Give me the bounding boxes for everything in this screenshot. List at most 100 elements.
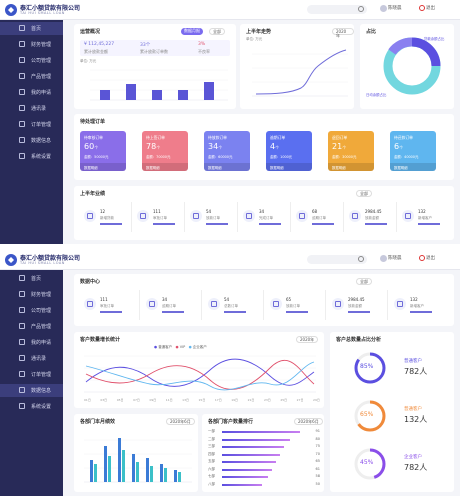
share-card: 客户总数量占比分析 85% 普通客户 782人 65% 普通客户 132人 45…	[330, 332, 454, 492]
order-card[interactable]: 逾期订单 4个 金额：1000元 数据明细	[266, 131, 312, 171]
stat-icon	[84, 298, 96, 310]
avatar[interactable]	[380, 255, 387, 262]
sidebar-item-orders[interactable]: 订单管理	[0, 118, 63, 131]
growth-line-chart	[84, 355, 316, 393]
logout-link[interactable]: 退出	[426, 6, 435, 11]
stat-item[interactable]: 34 完成订单	[239, 202, 291, 232]
rank-select[interactable]: 2020年6月	[294, 418, 323, 425]
overview-bar	[100, 90, 110, 100]
order-card[interactable]: 待上签订单 78个 金额：70000元 数据明细	[142, 131, 188, 171]
user-name[interactable]: 陈晓晨	[388, 6, 402, 11]
rank-row: 七部 58	[208, 474, 320, 478]
product-icon	[19, 323, 25, 329]
logout-icon[interactable]	[419, 5, 425, 11]
sidebar-item-home[interactable]: 首页	[0, 272, 63, 285]
trend-select[interactable]: 2020年	[332, 28, 354, 38]
ring-chart	[354, 400, 386, 432]
brand-name: 泰汇小额贷款有限公司	[20, 5, 81, 12]
sidebar-item-data[interactable]: 数据信息	[0, 134, 63, 147]
stat-icon	[270, 298, 282, 310]
sidebar-item-contacts[interactable]: 通讯录	[0, 352, 63, 365]
sidebar-item-apply[interactable]: 我的申请	[0, 336, 63, 349]
ring-percent: 65%	[360, 411, 374, 418]
orders-icon	[19, 371, 25, 377]
stat-item[interactable]: 2984.45 放款金额	[328, 290, 388, 320]
stat-icon	[146, 298, 158, 310]
growth-legend: ● 普通客户 ● VIP ● 企业客户	[154, 345, 207, 349]
order-card[interactable]: 待放款订单 34个 金额：60000元 数据明细	[204, 131, 250, 171]
stat-item[interactable]: 34 逾期订单	[142, 290, 202, 320]
kpi-orders-label: 累计放款订单数	[140, 49, 168, 54]
ring-percent: 85%	[360, 363, 374, 370]
settings-icon	[19, 153, 25, 159]
branch-bar	[150, 466, 153, 482]
order-card[interactable]: 退回订单 21个 金额：30000元 数据明细	[328, 131, 374, 171]
stat-item[interactable]: 2984.45 放款金额	[345, 202, 397, 232]
brand-subtitle: TAI HUI SMALL LOAN	[20, 261, 65, 265]
growth-card: 客户数量增长统计 2020年 ● 普通客户 ● VIP ● 企业客户 01日 03…	[74, 332, 324, 408]
apply-icon	[19, 89, 25, 95]
sidebar-item-company[interactable]: 公司管理	[0, 54, 63, 67]
stat-item[interactable]: 111 审批订单	[133, 202, 185, 232]
brand-name: 泰汇小额贷款有限公司	[20, 255, 81, 262]
branch-bar	[122, 450, 125, 482]
compare-card: 占比 贷款余额占比 日均余额占比	[360, 24, 454, 109]
stat-item[interactable]: 54 总数订单	[204, 290, 264, 320]
stat-item[interactable]: 132 新增客户	[398, 202, 450, 232]
order-card[interactable]: 待审核订单 60个 金额：50000元 数据明细	[80, 131, 126, 171]
stat-icon	[394, 298, 406, 310]
orders-icon	[19, 121, 25, 127]
sidebar-item-home[interactable]: 首页	[0, 22, 63, 35]
growth-x-axis: 01日 03日 05日 07日 09日 11日 13日 15日 17日 19日 21日 23日 25日 2…	[84, 398, 320, 402]
trend-line	[255, 49, 347, 95]
brand-subtitle: TAI HUI SMALL LOAN	[20, 11, 65, 15]
data-center-select[interactable]: 全部	[356, 278, 372, 285]
sidebar-item-contacts[interactable]: 通讯录	[0, 102, 63, 115]
branch-select[interactable]: 2020年6月	[166, 418, 195, 425]
sidebar: 首页 财务管理 公司管理 产品管理 我的申请 通讯录 订单管理 数据信息 系统设…	[0, 270, 63, 496]
logout-link[interactable]: 退出	[426, 256, 435, 261]
half-year-select[interactable]: 全部	[356, 190, 372, 197]
rank-row: 三部 75	[208, 444, 320, 448]
stat-item[interactable]: 65 放款订单	[266, 290, 326, 320]
overview-bar	[204, 82, 214, 100]
sidebar-item-company[interactable]: 公司管理	[0, 304, 63, 317]
ring-value: 782人	[404, 463, 428, 472]
kpi-orders: 33个	[140, 43, 151, 48]
search-icon[interactable]	[358, 256, 364, 262]
ring-chart	[354, 448, 386, 480]
stat-item[interactable]: 68 逾期订单	[292, 202, 344, 232]
avatar[interactable]	[380, 5, 387, 12]
rank-row: 一部 91	[208, 429, 320, 433]
sidebar-item-apply[interactable]: 我的申请	[0, 86, 63, 99]
overview-select[interactable]: 全部	[209, 28, 225, 35]
sidebar-item-finance[interactable]: 财务管理	[0, 38, 63, 51]
sidebar-item-orders[interactable]: 订单管理	[0, 368, 63, 381]
user-name[interactable]: 陈晓晨	[388, 256, 402, 261]
stat-item[interactable]: 54 放款订单	[186, 202, 238, 232]
overview-title: 运营概况	[80, 29, 101, 35]
branch-bar	[132, 454, 135, 482]
sidebar-item-data[interactable]: 数据信息	[0, 384, 63, 397]
sidebar-item-product[interactable]: 产品管理	[0, 320, 63, 333]
sidebar-item-settings[interactable]: 系统设置	[0, 400, 63, 413]
sidebar-item-finance[interactable]: 财务管理	[0, 288, 63, 301]
growth-line-vip	[85, 360, 315, 390]
search-input[interactable]	[307, 5, 367, 14]
stat-item[interactable]: 132 新增客户	[390, 290, 450, 320]
stat-item[interactable]: 12 新增贷款	[80, 202, 132, 232]
stat-item[interactable]: 111 审批订单	[80, 290, 140, 320]
search-input[interactable]	[307, 255, 367, 264]
sidebar-item-settings[interactable]: 系统设置	[0, 150, 63, 163]
branch-bar	[90, 460, 93, 482]
logo-icon	[5, 4, 17, 16]
home-icon	[19, 25, 25, 31]
top-bar: 泰汇小额贷款有限公司 TAI HUI SMALL LOAN 陈晓晨 退出	[0, 0, 460, 20]
search-icon[interactable]	[358, 6, 364, 12]
logout-icon[interactable]	[419, 255, 425, 261]
overview-tag[interactable]: 数据月报	[181, 28, 203, 35]
growth-select[interactable]: 2020年	[296, 336, 319, 343]
trend-title: 上半年走势	[246, 29, 272, 35]
sidebar-item-product[interactable]: 产品管理	[0, 70, 63, 83]
order-card[interactable]: 待还款订单 6个 金额：40000元 数据明细	[390, 131, 436, 171]
